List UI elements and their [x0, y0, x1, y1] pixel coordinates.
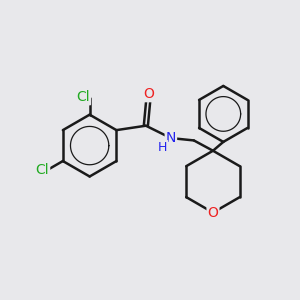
Text: O: O [208, 206, 218, 220]
Text: Cl: Cl [76, 90, 90, 104]
Text: O: O [143, 87, 154, 101]
Text: H: H [158, 141, 167, 154]
Text: Cl: Cl [35, 163, 49, 177]
Text: N: N [166, 131, 176, 145]
